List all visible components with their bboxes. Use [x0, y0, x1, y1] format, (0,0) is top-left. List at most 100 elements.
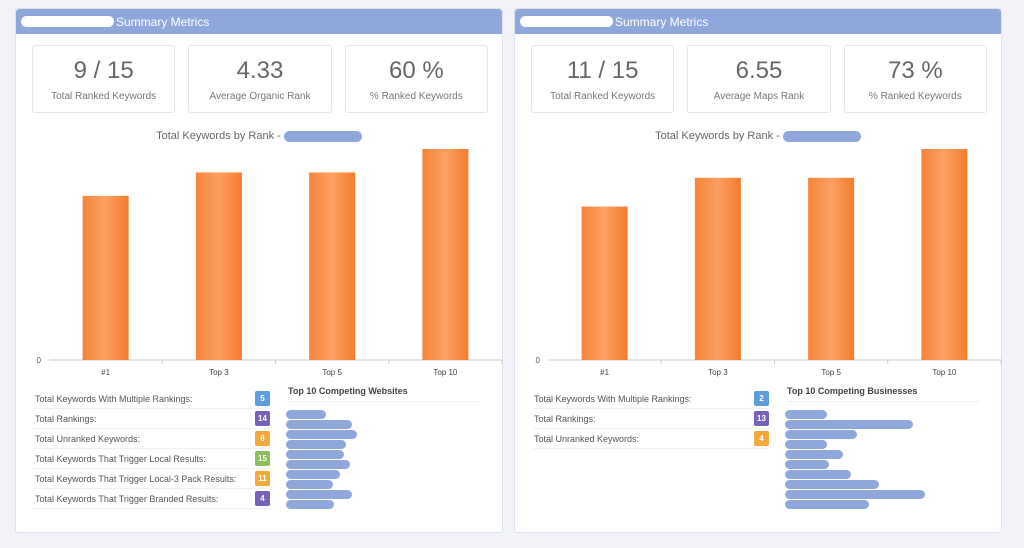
- redacted-competitor[interactable]: [785, 480, 879, 489]
- redacted-competitor[interactable]: [785, 460, 829, 469]
- stat-label: Total Keywords That Trigger Branded Resu…: [35, 493, 219, 504]
- y-tick-label: 0: [37, 356, 42, 365]
- bar-0[interactable]: [82, 195, 129, 360]
- metric-card: 9 / 15 Total Ranked Keywords: [32, 45, 176, 113]
- stat-label: Total Keywords With Multiple Rankings:: [35, 393, 193, 404]
- metric-value: 11 / 15: [566, 57, 639, 84]
- competitors-title: Top 10 Competing Businesses: [787, 386, 980, 402]
- stat-badge: 6: [255, 431, 270, 446]
- x-tick-label: #1: [101, 368, 110, 377]
- metric-label: Total Ranked Keywords: [550, 91, 656, 102]
- x-tick-label: Top 10: [433, 368, 458, 377]
- stat-label: Total Keywords With Multiple Rankings:: [534, 393, 692, 404]
- bar-3[interactable]: [422, 149, 469, 360]
- stat-label: Total Keywords That Trigger Local-3 Pack…: [35, 473, 237, 484]
- redacted-competitor[interactable]: [286, 480, 333, 489]
- metric-label: % Ranked Keywords: [868, 91, 962, 102]
- stat-row: Total Keywords That Trigger Local Result…: [34, 449, 270, 469]
- bar-0[interactable]: [581, 206, 628, 360]
- redacted-competitor[interactable]: [785, 500, 869, 509]
- redacted-competitor[interactable]: [286, 460, 350, 469]
- redacted-competitor[interactable]: [785, 490, 925, 499]
- redacted-competitor[interactable]: [785, 440, 827, 449]
- redacted-competitor[interactable]: [286, 430, 357, 439]
- bar-2[interactable]: [808, 177, 855, 360]
- stat-row: Total Unranked Keywords: 4: [533, 429, 769, 449]
- stat-row: Total Keywords That Trigger Branded Resu…: [34, 489, 270, 509]
- stat-badge: 2: [754, 391, 769, 406]
- x-tick-label: Top 3: [708, 368, 728, 377]
- metric-value: 73 %: [887, 57, 943, 84]
- metric-card: 6.55 Average Maps Rank: [687, 45, 831, 113]
- stats-list: Total Keywords With Multiple Rankings: 5 T…: [34, 389, 270, 509]
- redacted-name: [21, 16, 114, 27]
- metric-label: % Ranked Keywords: [369, 91, 463, 102]
- stat-row: Total Unranked Keywords: 6: [34, 429, 270, 449]
- redacted-competitor[interactable]: [286, 440, 346, 449]
- metric-card: 73 % % Ranked Keywords: [843, 45, 987, 113]
- panel-title: Summary Metrics: [116, 14, 210, 29]
- stat-badge: 5: [255, 391, 270, 406]
- summary-panel: Summary Metrics 9 / 15 Total Ranked Keywo…: [15, 8, 503, 533]
- stats-list: Total Keywords With Multiple Rankings: 2 T…: [533, 389, 769, 449]
- stat-label: Total Rankings:: [534, 413, 596, 424]
- stat-badge: 13: [754, 411, 769, 426]
- redacted-competitor[interactable]: [286, 410, 326, 419]
- rank-bar-chart: 0 #1 Top 3 Top 5 Top 10: [536, 149, 1002, 377]
- redacted-competitor[interactable]: [286, 450, 344, 459]
- stat-badge: 4: [754, 431, 769, 446]
- x-tick-label: Top 3: [209, 368, 229, 377]
- stat-row: Total Keywords With Multiple Rankings: 5: [34, 389, 270, 409]
- rank-bar-chart: 0 #1 Top 3 Top 5 Top 10: [37, 149, 503, 377]
- y-tick-label: 0: [536, 356, 541, 365]
- metric-value: 6.55: [735, 57, 783, 84]
- summary-panel: Summary Metrics 11 / 15 Total Ranked Keyw…: [514, 8, 1002, 533]
- redacted-competitor[interactable]: [785, 470, 851, 479]
- x-tick-label: Top 5: [322, 368, 342, 377]
- bar-3[interactable]: [921, 149, 968, 360]
- metric-value: 4.33: [236, 57, 284, 84]
- stat-badge: 15: [255, 451, 270, 466]
- bar-1[interactable]: [195, 172, 242, 360]
- redacted-competitor[interactable]: [286, 420, 352, 429]
- stat-row: Total Rankings: 13: [533, 409, 769, 429]
- redacted-competitor[interactable]: [286, 500, 334, 509]
- stat-label: Total Rankings:: [35, 413, 97, 424]
- redacted-name: [520, 16, 613, 27]
- panel-title: Summary Metrics: [615, 14, 709, 29]
- stat-badge: 14: [255, 411, 270, 426]
- redacted-competitor[interactable]: [785, 450, 843, 459]
- stat-badge: 4: [255, 491, 270, 506]
- stat-label: Total Unranked Keywords:: [534, 433, 640, 444]
- metric-label: Average Maps Rank: [713, 91, 805, 102]
- metric-label: Total Ranked Keywords: [51, 91, 157, 102]
- redacted-competitor[interactable]: [785, 410, 827, 419]
- competitors-title: Top 10 Competing Websites: [288, 386, 481, 402]
- redacted-competitor[interactable]: [286, 490, 352, 499]
- panel-header: Summary Metrics: [515, 9, 1001, 34]
- redacted-name: [283, 130, 362, 142]
- panel-header: Summary Metrics: [16, 9, 502, 34]
- stat-row: Total Keywords With Multiple Rankings: 2: [533, 389, 769, 409]
- metric-label: Average Organic Rank: [209, 91, 311, 102]
- redacted-name: [782, 130, 861, 142]
- x-tick-label: Top 5: [821, 368, 841, 377]
- bar-2[interactable]: [309, 172, 356, 360]
- x-tick-label: #1: [600, 368, 609, 377]
- metric-card: 60 % % Ranked Keywords: [344, 45, 488, 113]
- stat-label: Total Keywords That Trigger Local Result…: [35, 453, 206, 464]
- competitors-list: Top 10 Competing Businesses: [785, 386, 980, 510]
- competitors-list: Top 10 Competing Websites: [286, 386, 481, 510]
- bar-1[interactable]: [694, 177, 741, 360]
- stat-label: Total Unranked Keywords:: [35, 433, 141, 444]
- redacted-competitor[interactable]: [785, 420, 913, 429]
- metric-value: 9 / 15: [73, 57, 134, 84]
- stat-badge: 11: [255, 471, 270, 486]
- metric-value: 60 %: [388, 57, 444, 84]
- redacted-competitor[interactable]: [286, 470, 340, 479]
- stat-row: Total Rankings: 14: [34, 409, 270, 429]
- x-tick-label: Top 10: [932, 368, 957, 377]
- stat-row: Total Keywords That Trigger Local-3 Pack…: [34, 469, 270, 489]
- metric-card: 4.33 Average Organic Rank: [188, 45, 332, 113]
- redacted-competitor[interactable]: [785, 430, 857, 439]
